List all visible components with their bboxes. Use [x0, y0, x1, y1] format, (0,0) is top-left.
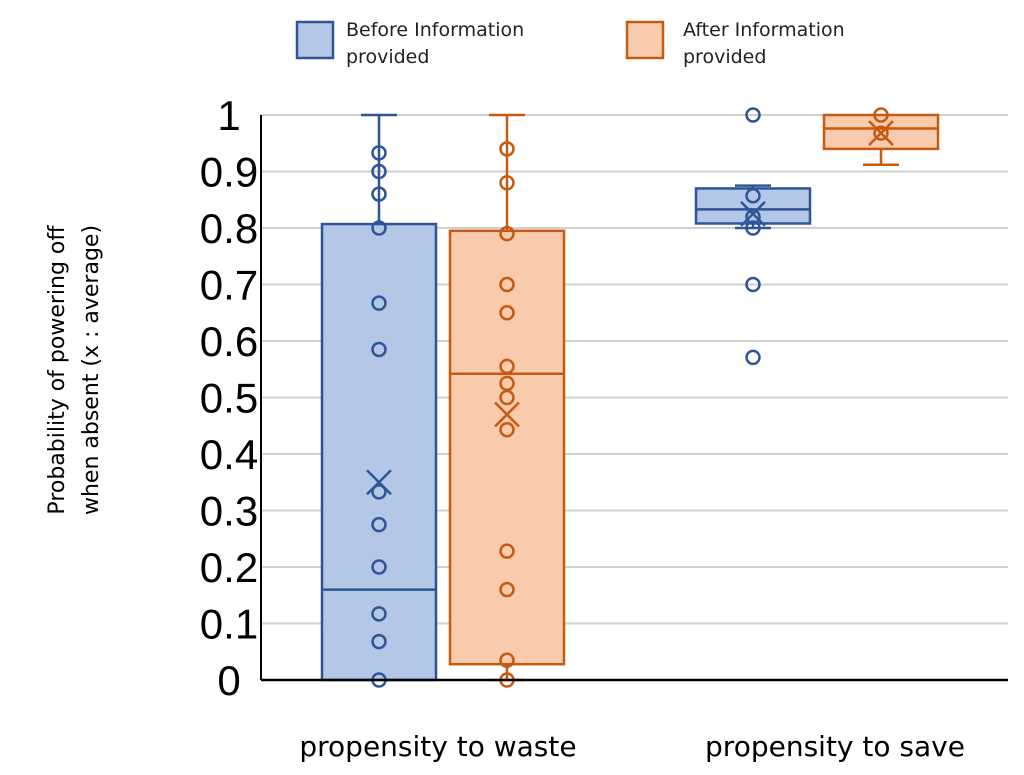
- y-tick-label: 0.8: [200, 205, 258, 252]
- data-point: [499, 225, 515, 242]
- box-0-1: [694, 107, 812, 366]
- y-tick-label: 0.2: [200, 544, 258, 591]
- data-point: [371, 606, 387, 622]
- box-iqr: [448, 229, 566, 666]
- data-point: [745, 107, 761, 123]
- box-1-1: [822, 107, 940, 166]
- mean-marker: [868, 120, 894, 146]
- y-tick-label: 0.7: [200, 262, 258, 309]
- data-point: [499, 543, 515, 559]
- y-tick-label: 1: [217, 92, 240, 139]
- data-point: [499, 581, 515, 598]
- legend-swatch-after: [625, 20, 665, 60]
- data-point: [371, 341, 387, 358]
- y-tick-label: 0.6: [200, 318, 258, 365]
- y-axis-title-line1: Probability of powering off: [45, 225, 70, 515]
- y-axis-ticks: 0 0.1 0.2 0.3 0.4 0.5 0.6 0.7 0.8 0.9 1: [200, 92, 258, 704]
- legend-swatch-before: [295, 20, 335, 60]
- mean-marker: [494, 401, 520, 428]
- data-point: [499, 652, 515, 668]
- y-tick-label: 0.4: [200, 431, 258, 478]
- data-point: [745, 349, 761, 366]
- legend-label-after-line1: After Information: [683, 19, 845, 41]
- data-point: [745, 276, 761, 293]
- y-axis-title: Probability of powering off when absent …: [45, 225, 104, 515]
- y-tick-label: 0.9: [200, 149, 258, 196]
- legend-label-before-line2: provided: [346, 46, 429, 68]
- y-axis-title-line2: when absent (x : average): [79, 225, 104, 515]
- y-tick-label: 0.1: [200, 601, 258, 648]
- data-point: [499, 141, 515, 157]
- y-tick-label: 0.3: [200, 488, 258, 535]
- data-point: [499, 358, 515, 375]
- data-point: [371, 295, 387, 311]
- data-point: [371, 145, 387, 161]
- data-point: [745, 188, 761, 204]
- data-point: [499, 305, 515, 321]
- data-point: [499, 421, 515, 438]
- y-tick-label: 0.5: [200, 375, 258, 422]
- data-point: [371, 220, 387, 236]
- legend-label-before-line1: Before Information: [346, 19, 524, 41]
- data-point: [371, 163, 387, 180]
- data-point: [371, 559, 387, 575]
- data-point: [499, 175, 515, 191]
- mean-marker: [740, 200, 766, 227]
- mean-marker: [366, 469, 392, 496]
- box-1-0: [448, 113, 566, 688]
- data-point: [499, 276, 515, 293]
- boxes: [320, 107, 940, 688]
- data-point: [371, 516, 387, 533]
- y-tick-label: 0: [217, 657, 240, 704]
- data-point: [499, 375, 515, 392]
- data-point: [371, 633, 387, 650]
- data-point: [371, 484, 387, 500]
- box-iqr: [320, 222, 438, 682]
- category-label-save: propensity to save: [705, 730, 965, 763]
- category-label-waste: propensity to waste: [299, 730, 576, 763]
- box-iqr: [694, 187, 812, 225]
- data-point: [371, 186, 387, 202]
- legend: Before Information provided After Inform…: [295, 19, 845, 68]
- data-point: [745, 208, 761, 225]
- legend-label-after-line2: provided: [683, 46, 766, 68]
- data-point: [873, 107, 889, 123]
- data-point: [745, 220, 761, 236]
- data-point: [873, 125, 889, 141]
- box-0-0: [320, 113, 438, 688]
